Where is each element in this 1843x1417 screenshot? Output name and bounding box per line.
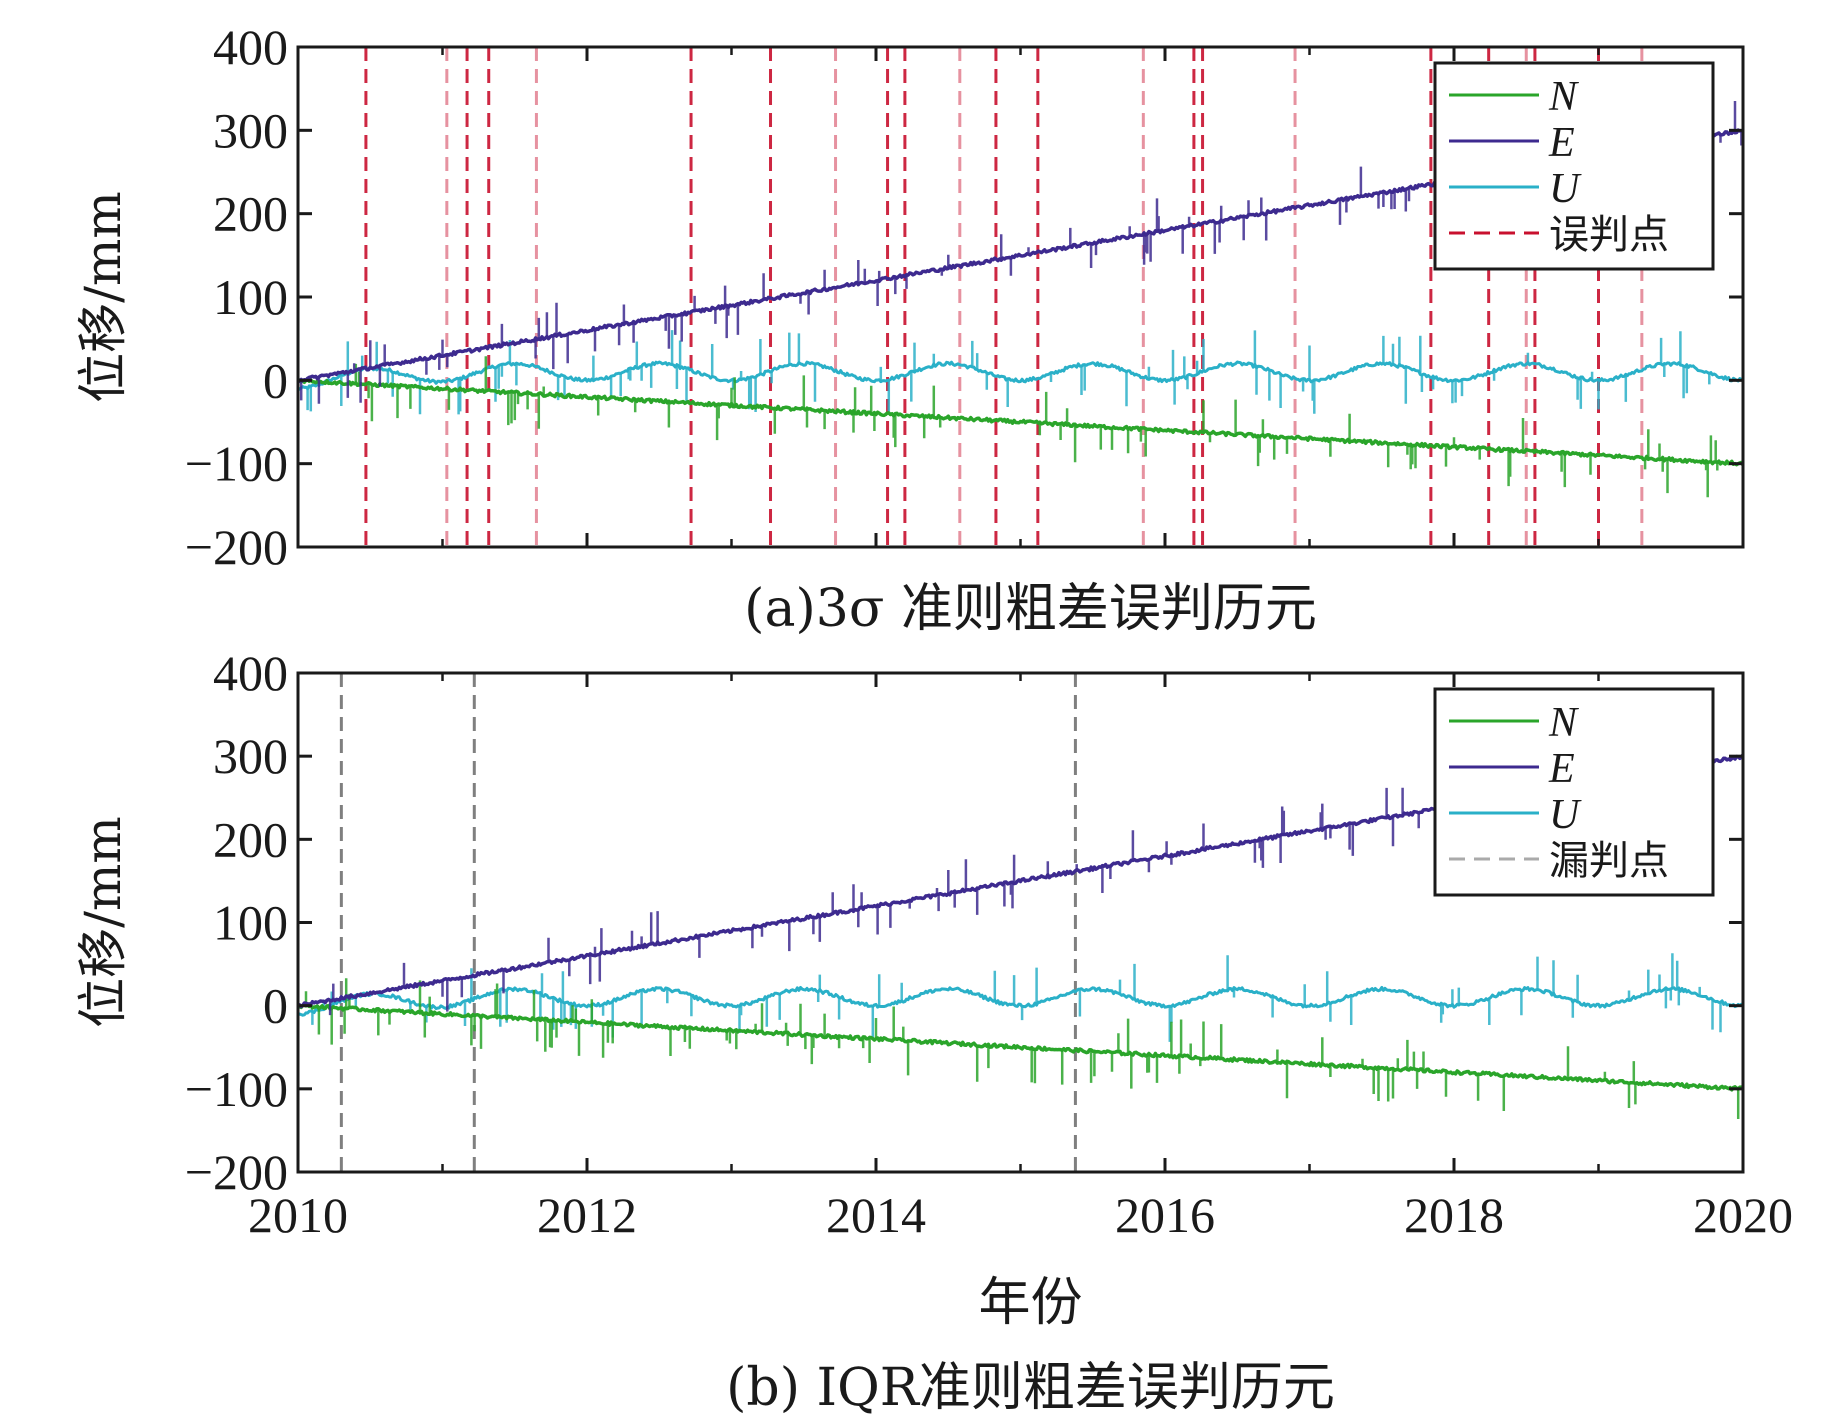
x-tick-label: 2014 [826, 1187, 926, 1243]
legend-label-U: U [1549, 792, 1582, 838]
y-tick-label: 0 [263, 978, 288, 1034]
series-U-spikes [306, 330, 1711, 415]
legend-box [1433, 687, 1715, 897]
legend-label-U: U [1549, 166, 1582, 212]
x-tick-label: 2016 [1115, 1187, 1215, 1243]
y-axis-label: 位移/mm [74, 816, 132, 1028]
y-tick-label: −200 [185, 519, 288, 575]
panel-caption: (a)3σ 准则粗差误判历元 [744, 579, 1317, 639]
y-tick-label: 400 [213, 19, 288, 75]
series-N-line [298, 378, 1743, 467]
legend-label-E: E [1548, 746, 1575, 792]
y-tick-label: −200 [185, 1144, 288, 1200]
y-axis-label: 位移/mm [74, 191, 132, 403]
y-tick-label: 200 [213, 186, 288, 242]
series-N-line [298, 1003, 1743, 1092]
legend-label-marker: 漏判点 [1549, 838, 1669, 884]
legend-label-N: N [1548, 74, 1579, 120]
series-U-spikes [311, 953, 1743, 1042]
y-tick-label: 0 [263, 352, 288, 408]
x-tick-label: 2012 [537, 1187, 637, 1243]
y-tick-label: 400 [213, 645, 288, 701]
legend-label-marker: 误判点 [1549, 212, 1669, 258]
series-U-line [298, 985, 1743, 1017]
y-tick-label: 100 [213, 269, 288, 325]
y-tick-label: 100 [213, 895, 288, 951]
legend-box [1433, 61, 1715, 271]
y-tick-label: 300 [213, 102, 288, 158]
series-U-line [298, 360, 1743, 391]
series-N-spikes [298, 978, 1740, 1119]
y-tick-label: −100 [185, 1061, 288, 1117]
x-tick-label: 2020 [1693, 1187, 1793, 1243]
x-tick-label: 2018 [1404, 1187, 1504, 1243]
y-tick-label: −100 [185, 436, 288, 492]
y-tick-label: 300 [213, 728, 288, 784]
legend-label-E: E [1548, 120, 1575, 166]
series-E-spikes [299, 101, 1743, 404]
x-tick-label: 2010 [248, 1187, 348, 1243]
chart-panel-a: 400 300 200 100 0 −100 −200 位移/mm (a)3σ 准则粗差误判历元… [74, 19, 1745, 639]
x-axis-label: 年份 [978, 1273, 1082, 1333]
series-N-spikes [354, 356, 1719, 498]
panel-caption: (b) IQR准则粗差误判历元 [726, 1358, 1335, 1417]
y-tick-label: 200 [213, 811, 288, 867]
legend-label-N: N [1548, 700, 1579, 746]
